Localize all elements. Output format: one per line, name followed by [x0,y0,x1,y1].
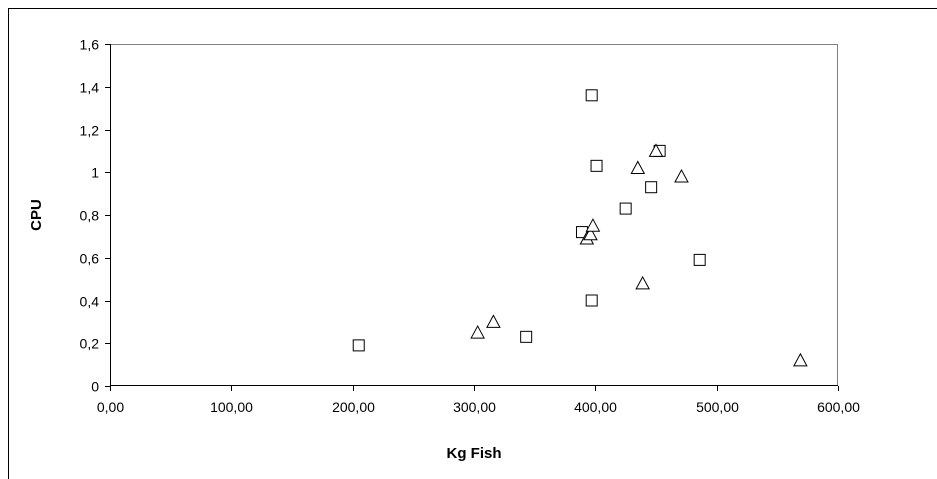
y-tick-label: 0 [91,379,99,395]
y-tick-label: 0,4 [80,294,100,310]
x-tick-label: 400,00 [574,399,617,415]
square-marker [520,330,533,343]
triangle-marker [583,226,598,241]
triangle-marker [648,143,664,157]
square-marker [575,226,588,239]
chart-border [8,8,937,479]
x-axis-ticks: 0,00 100,00 200,00 300,00 400,00 500,00 600,00 [97,386,860,415]
x-tick-label: 600,00 [817,399,860,415]
triangle-marker [635,275,650,290]
y-tick-label: 1,2 [80,123,100,139]
y-tick-label: 0,8 [80,208,100,224]
triangle-marker [486,314,501,328]
square-marker [585,294,598,307]
y-tick-label: 1,4 [80,80,100,96]
y-axis-ticks: 0 0,2 0,4 0,6 0,8 1 1,2 1,4 1,6 [80,37,110,395]
x-axis-title: Kg Fish [447,445,502,462]
x-tick-label: 300,00 [453,399,496,415]
y-tick-label: 1,6 [80,37,100,53]
y-axis-title: CPU [28,199,45,231]
triangle-marker [674,168,689,183]
x-tick-label: 200,00 [332,399,375,415]
triangle-marker [585,218,601,232]
x-tick-label: 500,00 [696,399,739,415]
square-marker [590,159,603,172]
square-marker [693,253,706,266]
square-marker [585,89,598,102]
x-tick-label: 100,00 [210,399,253,415]
y-tick-label: 0,2 [80,336,100,352]
triangle-marker [630,160,646,174]
y-tick-label: 1 [91,165,99,181]
square-marker [352,339,365,352]
y-tick-label: 0,6 [80,251,100,267]
square-marker [645,181,658,194]
triangle-marker [793,352,808,367]
data-points [352,89,808,367]
square-marker [619,202,632,215]
triangle-marker [470,325,485,339]
x-tick-label: 0,00 [97,399,124,415]
